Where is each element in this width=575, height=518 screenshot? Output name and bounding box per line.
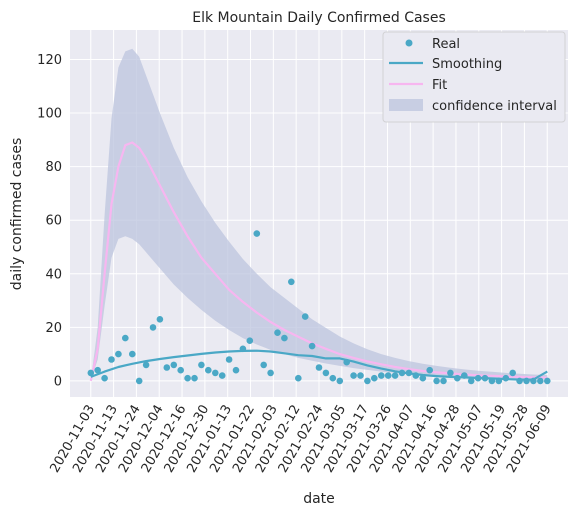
real-point (364, 377, 371, 385)
real-point (260, 361, 268, 369)
real-point (122, 334, 129, 342)
real-point (467, 377, 475, 385)
real-point (232, 366, 240, 374)
real-point (246, 337, 254, 345)
legend-label-real: Real (432, 37, 460, 52)
real-point (212, 369, 219, 377)
real-point (440, 377, 447, 385)
real-point (295, 374, 302, 382)
real-point (412, 372, 420, 379)
y-tick-label: 0 (54, 374, 62, 389)
real-point (474, 374, 482, 382)
real-point (191, 374, 198, 382)
real-point (530, 377, 537, 385)
real-point (149, 324, 157, 331)
real-point (218, 372, 226, 379)
real-point (350, 372, 357, 379)
real-point (135, 377, 143, 385)
real-point (170, 361, 178, 369)
legend: Real Smoothing Fit confidence interval (382, 31, 566, 123)
fit-line (89, 141, 548, 382)
real-point (301, 313, 309, 320)
confidence-band (90, 48, 548, 381)
real-point (184, 374, 191, 382)
y-tick-label: 80 (45, 160, 62, 175)
real-point (94, 366, 101, 374)
real-point (454, 374, 461, 382)
real-point (357, 372, 364, 379)
real-point (225, 356, 233, 363)
real-point (322, 369, 330, 377)
real-point (129, 350, 136, 358)
x-tick-labels: 2020-11-032020-11-132020-11-242020-12-04… (47, 403, 554, 476)
real-point (378, 372, 385, 379)
legend-label-smoothing: Smoothing (432, 57, 502, 72)
real-point (544, 377, 551, 385)
real-point (288, 278, 295, 286)
real-point (509, 369, 516, 377)
real-point (308, 342, 316, 350)
real-point (343, 358, 351, 366)
real-point (419, 374, 427, 382)
real-point (502, 374, 510, 382)
real-point (108, 356, 115, 363)
real-point (488, 377, 496, 385)
real-point (101, 374, 108, 382)
legend-marker-confidence-interval (389, 99, 423, 111)
real-point (495, 377, 503, 385)
chart-title: Elk Mountain Daily Confirmed Cases (192, 10, 446, 26)
real-point (523, 377, 530, 385)
real-point (481, 374, 489, 382)
real-point (433, 377, 440, 385)
real-point (329, 374, 337, 382)
real-point (405, 369, 413, 377)
real-point (384, 372, 392, 379)
real-point (537, 377, 544, 385)
y-tick-label: 40 (45, 267, 62, 282)
y-tick-label: 100 (37, 107, 62, 122)
points-layer (87, 230, 551, 385)
real-point (447, 369, 454, 377)
real-point (163, 364, 171, 371)
real-point (205, 366, 212, 374)
legend-label-confidence-interval: confidence interval (432, 99, 557, 114)
legend-marker-real (405, 39, 413, 47)
legend-box (382, 31, 566, 123)
y-axis-label: daily confirmed cases (9, 138, 25, 291)
real-point (336, 377, 344, 385)
real-point (239, 345, 247, 353)
real-point (426, 366, 434, 374)
real-point (142, 361, 150, 369)
real-point (371, 374, 378, 382)
real-point (281, 334, 288, 342)
y-tick-label: 60 (45, 214, 62, 229)
real-point (177, 366, 184, 374)
real-point (461, 372, 468, 379)
real-point (87, 369, 95, 377)
real-point (516, 377, 523, 385)
real-point (274, 329, 281, 337)
real-point (156, 316, 164, 323)
real-point (398, 369, 406, 377)
confidence-band-layer (90, 48, 548, 381)
real-point (315, 364, 323, 371)
real-point (115, 350, 122, 358)
real-point (198, 361, 205, 369)
y-tick-labels: 0 20 40 60 80 100 120 (37, 53, 62, 389)
y-tick-label: 120 (37, 53, 62, 68)
real-point (267, 369, 274, 377)
legend-label-fit: Fit (432, 78, 447, 93)
x-axis-label: date (303, 491, 335, 507)
real-point (253, 230, 261, 237)
real-point (391, 372, 399, 379)
y-tick-label: 20 (45, 321, 62, 336)
